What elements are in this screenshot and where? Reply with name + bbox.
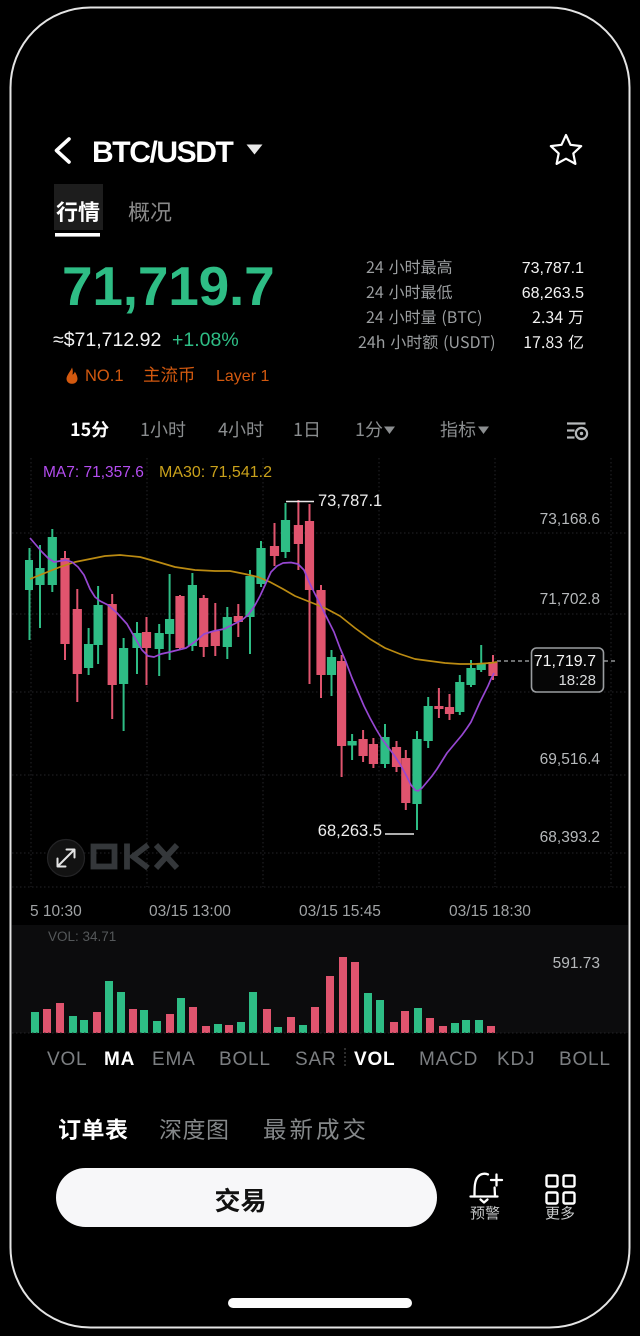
svg-text:EMA: EMA bbox=[152, 1049, 196, 1070]
svg-text:NO.1: NO.1 bbox=[85, 367, 124, 385]
svg-text:03/15 13:00: 03/15 13:00 bbox=[149, 903, 231, 920]
svg-text:VOL: VOL bbox=[354, 1049, 395, 1070]
svg-text:591.73: 591.73 bbox=[553, 955, 600, 972]
svg-text:73,787.1: 73,787.1 bbox=[522, 260, 584, 277]
svg-text:18:28: 18:28 bbox=[558, 672, 596, 689]
svg-text:71,702.8: 71,702.8 bbox=[540, 591, 600, 608]
svg-text:MACD: MACD bbox=[419, 1049, 478, 1070]
svg-text:MA7: 71,357.6: MA7: 71,357.6 bbox=[43, 464, 144, 481]
svg-text:03/15 18:30: 03/15 18:30 bbox=[449, 903, 531, 920]
svg-text:69,516.4: 69,516.4 bbox=[540, 751, 601, 768]
svg-text:BOLL: BOLL bbox=[219, 1049, 271, 1070]
svg-text:71,719.7: 71,719.7 bbox=[62, 255, 275, 317]
svg-text:73,168.6: 73,168.6 bbox=[540, 511, 600, 528]
svg-text:BOLL: BOLL bbox=[559, 1049, 611, 1070]
svg-text:73,787.1: 73,787.1 bbox=[318, 492, 382, 510]
svg-text:VOL: VOL bbox=[47, 1049, 87, 1070]
svg-text:+1.08%: +1.08% bbox=[172, 329, 239, 351]
svg-text:≈$71,712.92: ≈$71,712.92 bbox=[53, 329, 161, 351]
svg-text:MA: MA bbox=[104, 1049, 135, 1070]
svg-text:VOL: 34.71: VOL: 34.71 bbox=[48, 929, 116, 944]
svg-text:Layer 1: Layer 1 bbox=[216, 368, 269, 385]
svg-text:68,263.5: 68,263.5 bbox=[522, 285, 584, 302]
svg-text:KDJ: KDJ bbox=[497, 1049, 535, 1070]
svg-text:68,263.5: 68,263.5 bbox=[318, 822, 382, 840]
svg-text:68,393.2: 68,393.2 bbox=[540, 829, 600, 846]
svg-text:BTC/USDT: BTC/USDT bbox=[92, 136, 234, 169]
svg-text:71,719.7: 71,719.7 bbox=[534, 653, 596, 670]
svg-text:SAR: SAR bbox=[295, 1049, 336, 1070]
svg-text:MA30: 71,541.2: MA30: 71,541.2 bbox=[159, 464, 272, 481]
svg-text:5 10:30: 5 10:30 bbox=[30, 903, 82, 920]
svg-text:03/15 15:45: 03/15 15:45 bbox=[299, 903, 381, 920]
